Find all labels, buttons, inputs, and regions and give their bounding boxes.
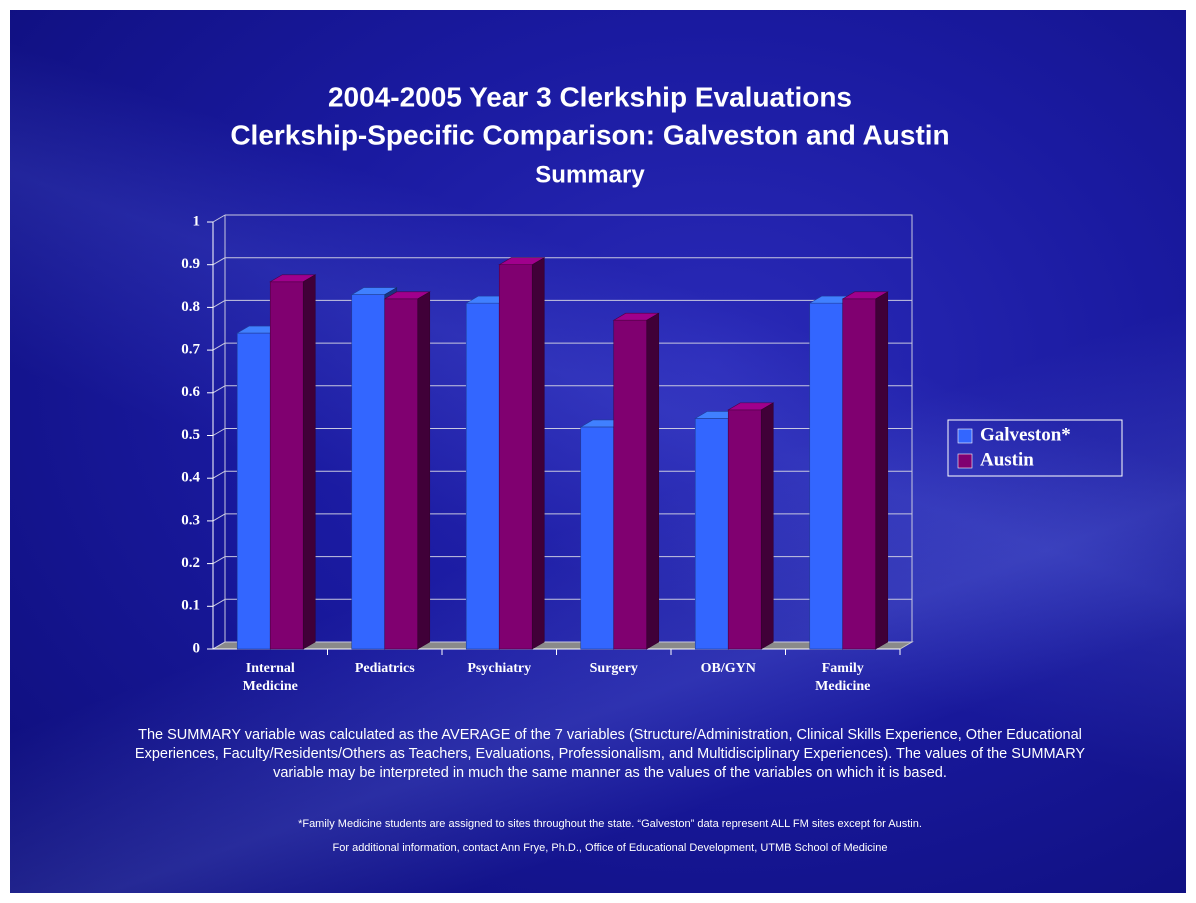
bar [383, 291, 431, 650]
chart-title: Clerkship-Specific Comparison: Galveston… [230, 119, 949, 150]
bar-side [646, 312, 660, 650]
grid-line [212, 513, 226, 522]
bar [612, 312, 660, 650]
footnote: For additional information, contact Ann … [332, 842, 888, 854]
bar [269, 274, 317, 650]
slide: 2004-2005 Year 3 Clerkship Evaluations C… [10, 10, 1186, 893]
y-tick-label: 0.7 [181, 342, 200, 358]
x-tick-label: OB/GYN [700, 661, 756, 676]
y-tick-label: 0.8 [181, 299, 200, 315]
x-tick-label: Pediatrics [354, 661, 415, 676]
y-tick-label: 0.3 [181, 512, 200, 528]
bar [841, 291, 889, 650]
y-tick-label: 0.9 [181, 256, 200, 272]
x-tick-label: Surgery [589, 661, 638, 676]
bar-side [760, 402, 774, 650]
grid-line [212, 556, 226, 565]
bar [498, 257, 546, 650]
grid-line [212, 385, 226, 394]
legend-label: Austin [980, 449, 1034, 470]
grid-line [212, 598, 226, 607]
chart-title: 2004-2005 Year 3 Clerkship Evaluations [328, 81, 852, 112]
bar-side [875, 291, 889, 650]
footnote: The SUMMARY variable was calculated as t… [134, 727, 1086, 781]
bar-front [384, 298, 419, 650]
chart: 2004-2005 Year 3 Clerkship Evaluations C… [181, 81, 1123, 656]
bar-front [580, 426, 615, 650]
grid-line [212, 342, 226, 351]
grid-line [212, 470, 226, 479]
bar-front [498, 264, 533, 650]
bar-front [727, 409, 762, 650]
legend-label: Galveston* [980, 424, 1071, 445]
x-tick-label: Family Medicine [815, 661, 871, 694]
bar-front [809, 302, 844, 650]
grid-line [212, 299, 226, 308]
x-tick-label: Internal Medicine [242, 661, 298, 694]
y-tick-label: 0 [193, 640, 201, 656]
bar-front [351, 294, 386, 650]
bar [727, 402, 775, 650]
grid-line [212, 214, 226, 223]
bar-side [417, 291, 431, 650]
footnote: *Family Medicine students are assigned t… [298, 818, 922, 830]
bar-front [269, 281, 304, 650]
bar-front [465, 302, 500, 650]
y-tick-label: 0.1 [181, 598, 200, 614]
x-tick-label: Psychiatry [467, 661, 532, 676]
grid-line [212, 641, 226, 650]
bar-front [236, 332, 271, 650]
y-tick-label: 1 [193, 213, 201, 229]
floor [211, 641, 914, 650]
bar-side [531, 257, 545, 650]
y-tick-label: 0.4 [181, 470, 200, 486]
legend-swatch [957, 428, 973, 444]
grid-line [212, 257, 226, 266]
chart-subtitle: Summary [535, 161, 645, 188]
legend-box [947, 419, 1123, 477]
bar-front [694, 418, 729, 650]
bar-front [613, 319, 648, 650]
y-tick-label: 0.2 [181, 555, 200, 571]
bar-side [302, 274, 316, 650]
bar-front [842, 298, 877, 650]
y-tick-label: 0.5 [181, 427, 200, 443]
y-tick-label: 0.6 [181, 384, 200, 400]
legend-swatch [957, 453, 973, 469]
grid-line [212, 428, 226, 436]
